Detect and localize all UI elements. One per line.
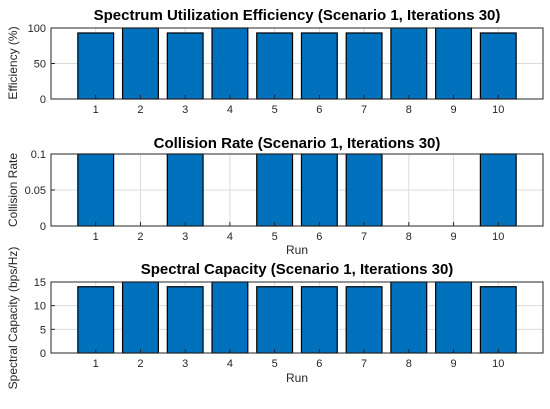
- y-tick-label: 5: [40, 324, 46, 336]
- x-tick-label: 5: [272, 104, 278, 116]
- bar-run-7: [345, 286, 383, 354]
- x-tick-label: 6: [316, 358, 322, 370]
- y-axis-ticks: 0 50 100: [28, 23, 55, 106]
- x-tick-label: 3: [182, 231, 188, 243]
- chart-title: Collision Rate (Scenario 1, Iterations 3…: [154, 135, 441, 152]
- subplot-collision-rate: Collision Rate (Scenario 1, Iterations 3…: [6, 135, 544, 257]
- bar-run-8: [390, 281, 428, 354]
- subplot-spectral-capacity: Spectral Capacity (Scenario 1, Iteration…: [6, 247, 544, 390]
- bar-run-6: [300, 32, 338, 100]
- x-tick-label: 10: [492, 358, 504, 370]
- y-tick-label: 0: [40, 348, 46, 360]
- bar-run-1: [77, 286, 115, 354]
- y-tick-label: 10: [34, 301, 46, 313]
- x-tick-label: 8: [406, 358, 412, 370]
- y-tick-label: 0.05: [25, 185, 46, 197]
- y-axis-label: Efficiency (%): [6, 26, 20, 99]
- x-tick-label: 3: [182, 358, 188, 370]
- y-tick-label: 100: [28, 23, 46, 35]
- y-tick-label: 0.1: [31, 149, 46, 161]
- x-tick-label: 10: [492, 104, 504, 116]
- bar-run-3: [166, 32, 204, 100]
- x-axis-label: Run: [286, 371, 308, 385]
- x-tick-label: 6: [316, 104, 322, 116]
- bar-run-10: [479, 286, 517, 354]
- bar-run-9: [435, 281, 473, 354]
- bar-run-8: [390, 27, 428, 100]
- x-tick-label: 7: [361, 104, 367, 116]
- bar-run-5: [256, 286, 294, 354]
- x-tick-label: 5: [272, 358, 278, 370]
- bar-run-2: [121, 281, 159, 354]
- bar-run-7: [345, 32, 383, 100]
- x-tick-label: 7: [361, 358, 367, 370]
- x-tick-label: 2: [137, 231, 143, 243]
- plot-area-frame: [50, 281, 544, 354]
- bar-run-10: [479, 153, 517, 227]
- bar-run-1: [77, 153, 115, 227]
- bar-run-5: [256, 153, 294, 227]
- x-tick-label: 8: [406, 231, 412, 243]
- chart-title: Spectral Capacity (Scenario 1, Iteration…: [141, 261, 454, 278]
- x-tick-label: 6: [316, 231, 322, 243]
- bar-run-7: [345, 153, 383, 227]
- x-axis-ticks: 1 2 3 4 5 6 7 8 9 10: [93, 95, 504, 116]
- bar-run-10: [479, 32, 517, 100]
- x-tick-label: 2: [137, 104, 143, 116]
- bar-run-4: [211, 27, 249, 100]
- y-tick-label: 0: [40, 221, 46, 233]
- bar-run-1: [77, 32, 115, 100]
- x-axis-label: Run: [286, 243, 308, 257]
- x-tick-label: 4: [227, 231, 233, 243]
- x-tick-label: 1: [93, 231, 99, 243]
- y-tick-label: 0: [40, 94, 46, 106]
- chart-title: Spectrum Utilization Efficiency (Scenari…: [94, 7, 501, 24]
- x-tick-label: 4: [227, 104, 233, 116]
- x-tick-label: 5: [272, 231, 278, 243]
- x-tick-label: 4: [227, 358, 233, 370]
- bar-run-6: [300, 153, 338, 227]
- x-tick-label: 9: [450, 358, 456, 370]
- x-tick-label: 9: [450, 231, 456, 243]
- x-axis-ticks: 1 2 3 4 5 6 7 8 9 10: [93, 349, 504, 370]
- bar-run-4: [211, 281, 249, 354]
- x-tick-label: 1: [93, 104, 99, 116]
- bar-run-9: [435, 27, 473, 100]
- x-tick-label: 8: [406, 104, 412, 116]
- x-axis-ticks: 1 2 3 4 5 6 7 8 9 10: [93, 222, 504, 243]
- x-tick-label: 9: [450, 104, 456, 116]
- y-axis-label: Collision Rate: [6, 153, 20, 227]
- bar-run-5: [256, 32, 294, 100]
- bar-run-2: [121, 27, 159, 100]
- bar-run-3: [166, 153, 204, 227]
- bar-series: [77, 27, 517, 100]
- subplot-efficiency: Spectrum Utilization Efficiency (Scenari…: [6, 7, 544, 116]
- x-tick-label: 3: [182, 104, 188, 116]
- y-tick-label: 15: [34, 277, 46, 289]
- x-tick-label: 7: [361, 231, 367, 243]
- bar-run-3: [166, 286, 204, 354]
- x-tick-label: 1: [93, 358, 99, 370]
- bar-run-6: [300, 286, 338, 354]
- x-tick-label: 2: [137, 358, 143, 370]
- y-tick-label: 50: [34, 59, 46, 71]
- y-axis-label: Spectral Capacity (bps/Hz): [6, 247, 20, 390]
- y-axis-ticks: 0 0.05 0.1: [25, 149, 55, 233]
- y-axis-ticks: 0 5 10 15: [34, 277, 55, 360]
- x-tick-label: 10: [492, 231, 504, 243]
